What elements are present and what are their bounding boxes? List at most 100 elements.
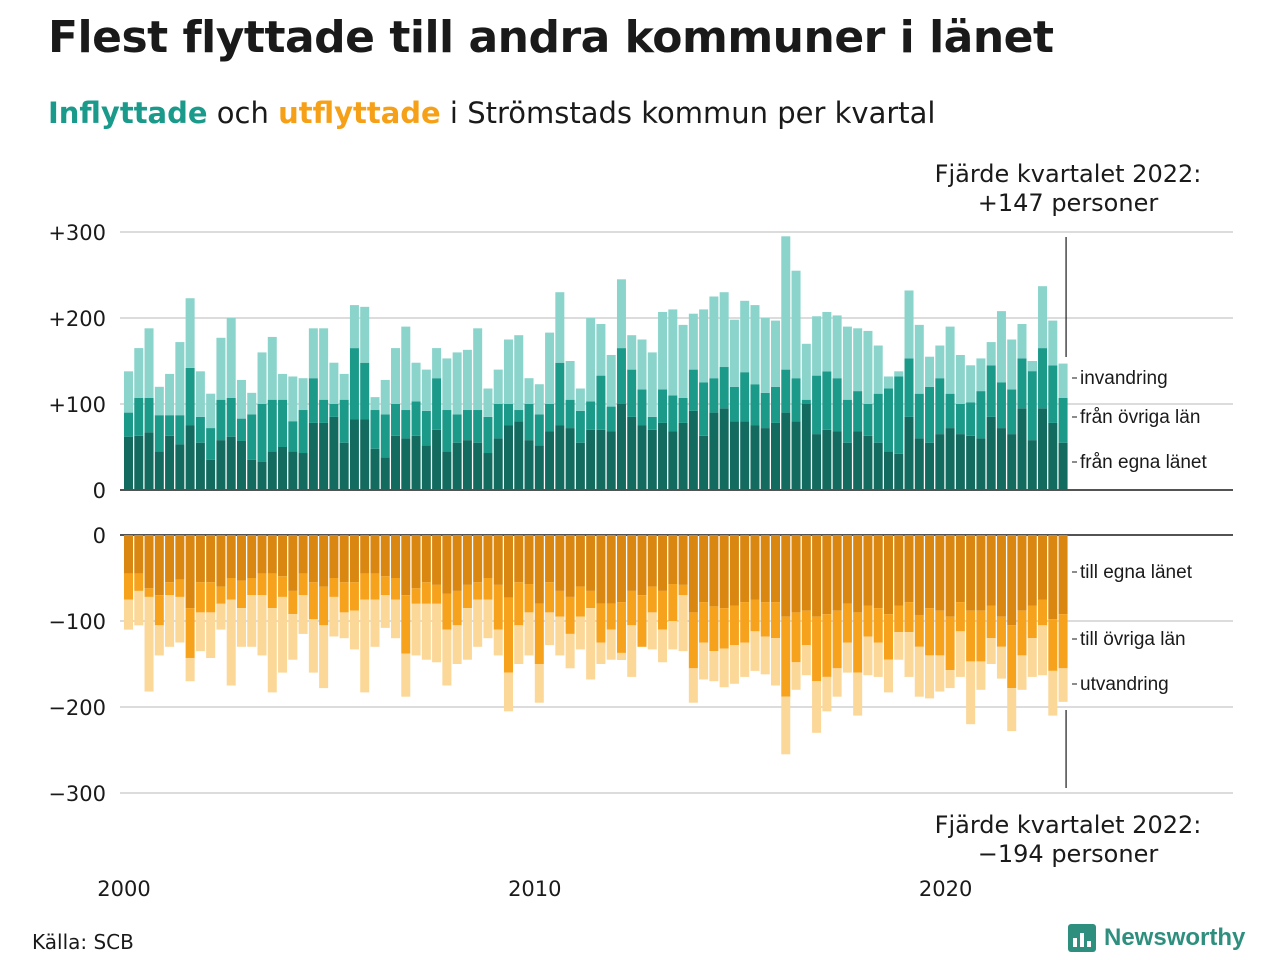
bar-in-ovriga bbox=[329, 404, 339, 417]
bar-ut-eget bbox=[925, 535, 935, 609]
bar-in-invandring bbox=[278, 373, 288, 400]
bar-in-ovriga bbox=[565, 399, 575, 429]
bar-in-eget bbox=[914, 438, 924, 490]
bar-ut-eget bbox=[976, 535, 986, 611]
bar-in-eget bbox=[401, 438, 411, 490]
bar-in-eget bbox=[586, 429, 596, 490]
bar-in-ovriga bbox=[647, 416, 657, 430]
bar-in-eget bbox=[863, 435, 873, 490]
logo-text: Newsworthy bbox=[1104, 924, 1246, 951]
bar-in-invandring bbox=[750, 305, 760, 385]
bar-in-eget bbox=[647, 429, 657, 490]
bar-ut-ovriga bbox=[935, 610, 945, 656]
bar-in-invandring bbox=[647, 352, 657, 417]
bar-in-eget bbox=[370, 448, 380, 490]
bar-ut-eget bbox=[719, 535, 729, 609]
bar-in-eget bbox=[853, 431, 863, 490]
subtitle-och: och bbox=[207, 96, 279, 130]
bar-ut-utvandring bbox=[955, 631, 965, 677]
bar-in-invandring bbox=[996, 311, 1006, 383]
bar-ut-eget bbox=[411, 535, 421, 589]
bar-in-invandring bbox=[555, 292, 565, 363]
bar-ut-ovriga bbox=[976, 610, 986, 662]
bar-ut-ovriga bbox=[627, 590, 637, 626]
bar-in-ovriga bbox=[699, 382, 709, 436]
y-tick-bottom: −200 bbox=[48, 696, 106, 720]
bar-in-ovriga bbox=[308, 378, 318, 423]
bar-in-eget bbox=[668, 431, 678, 490]
bar-in-invandring bbox=[678, 324, 688, 398]
bar-ut-eget bbox=[575, 535, 585, 587]
bar-ut-ovriga bbox=[1017, 610, 1027, 656]
series-label-in: invandring bbox=[1080, 368, 1168, 389]
bar-ut-ovriga bbox=[658, 590, 668, 630]
bar-ut-eget bbox=[699, 535, 709, 603]
bar-ut-eget bbox=[206, 535, 216, 583]
bar-ut-ovriga bbox=[1007, 625, 1017, 689]
bar-in-invandring bbox=[236, 379, 246, 419]
bar-ut-eget bbox=[216, 535, 226, 587]
bar-in-invandring bbox=[134, 348, 144, 398]
bar-in-ovriga bbox=[883, 388, 893, 452]
bar-in-eget bbox=[771, 422, 781, 490]
bar-in-eget bbox=[380, 457, 390, 490]
bar-ut-ovriga bbox=[401, 595, 411, 654]
bar-in-ovriga bbox=[586, 401, 596, 430]
bar-ut-ovriga bbox=[791, 612, 801, 663]
bar-ut-ovriga bbox=[391, 578, 401, 600]
bar-ut-ovriga bbox=[278, 576, 288, 597]
bar-in-eget bbox=[873, 442, 883, 490]
bar-in-ovriga bbox=[555, 362, 565, 426]
bar-in-invandring bbox=[1058, 363, 1068, 398]
bar-ut-utvandring bbox=[781, 696, 791, 755]
bar-in-eget bbox=[1058, 442, 1068, 490]
bar-ut-eget bbox=[514, 535, 524, 583]
bar-ut-utvandring bbox=[483, 599, 493, 639]
bar-in-ovriga bbox=[771, 386, 781, 423]
bar-in-invandring bbox=[719, 292, 729, 368]
bar-ut-eget bbox=[308, 535, 318, 583]
bar-in-ovriga bbox=[575, 410, 585, 443]
series-label-in: från övriga län bbox=[1080, 407, 1200, 428]
bar-in-ovriga bbox=[216, 399, 226, 441]
bar-in-invandring bbox=[668, 309, 678, 396]
bar-in-invandring bbox=[904, 290, 914, 359]
bar-ut-eget bbox=[380, 535, 390, 577]
bar-ut-ovriga bbox=[134, 573, 144, 591]
bar-ut-ovriga bbox=[1048, 619, 1058, 671]
bar-in-ovriga bbox=[750, 384, 760, 426]
bar-ut-ovriga bbox=[873, 608, 883, 643]
bar-ut-utvandring bbox=[288, 614, 298, 660]
bar-ut-ovriga bbox=[565, 596, 575, 634]
bar-ut-utvandring bbox=[308, 619, 318, 673]
bar-in-eget bbox=[986, 416, 996, 490]
bar-ut-utvandring bbox=[863, 636, 873, 676]
bar-in-invandring bbox=[524, 378, 534, 404]
bar-ut-ovriga bbox=[195, 582, 205, 613]
bar-in-eget bbox=[391, 435, 401, 490]
bar-ut-ovriga bbox=[226, 578, 236, 600]
bar-in-ovriga bbox=[812, 375, 822, 435]
y-tick-top: +200 bbox=[48, 307, 106, 331]
bar-ut-ovriga bbox=[740, 602, 750, 643]
bar-in-eget bbox=[832, 431, 842, 490]
bar-in-eget bbox=[976, 438, 986, 490]
bar-ut-eget bbox=[421, 535, 431, 583]
bar-ut-ovriga bbox=[545, 582, 555, 613]
bar-in-ovriga bbox=[236, 418, 246, 441]
bar-in-invandring bbox=[771, 320, 781, 387]
bar-ut-eget bbox=[401, 535, 411, 596]
bar-ut-eget bbox=[195, 535, 205, 583]
bar-ut-ovriga bbox=[257, 573, 267, 596]
bar-ut-ovriga bbox=[370, 573, 380, 600]
bar-ut-utvandring bbox=[175, 596, 185, 643]
bar-ut-eget bbox=[1027, 535, 1037, 606]
bar-ut-ovriga bbox=[606, 603, 616, 630]
bar-ut-ovriga bbox=[575, 586, 585, 617]
newsworthy-logo: Newsworthy bbox=[1068, 924, 1245, 952]
bar-in-ovriga bbox=[391, 404, 401, 436]
bar-ut-utvandring bbox=[883, 659, 893, 693]
bar-in-invandring bbox=[565, 361, 575, 400]
bar-ut-utvandring bbox=[154, 625, 164, 656]
bar-ut-eget bbox=[165, 535, 175, 583]
